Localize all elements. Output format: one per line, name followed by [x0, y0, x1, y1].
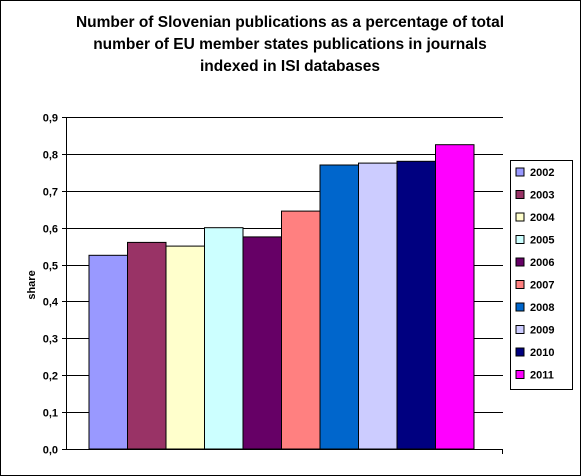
chart-title-line-1: Number of Slovenian publications as a pe… — [75, 14, 505, 31]
legend-label-2011: 2011 — [530, 370, 554, 382]
legend-swatch-2011 — [515, 370, 525, 379]
y-tick-label: 0,5 — [43, 261, 58, 273]
chart-title-line-2: number of EU member states publications … — [93, 36, 487, 53]
y-tick-label: 0,2 — [43, 371, 58, 383]
bar-2008 — [319, 164, 359, 450]
legend-swatch-2009 — [515, 325, 525, 334]
bar-2007 — [281, 210, 321, 450]
legend-swatch-2002 — [515, 167, 525, 177]
y-tick-label: 0,1 — [43, 408, 58, 420]
bar-2004 — [165, 245, 205, 450]
y-tick-label: 0,3 — [43, 334, 58, 346]
bar-2006 — [242, 236, 282, 450]
y-tick-labels: 0,0 0,1 0,2 0,3 0,4 0,5 0,6 0,7 0,8 0,9 — [43, 113, 59, 457]
legend-label-2002: 2002 — [530, 167, 554, 179]
legend-swatch-2003 — [515, 190, 525, 199]
bar-2005 — [204, 227, 244, 450]
legend-label-2008: 2008 — [530, 302, 554, 314]
y-tick-label: 0,0 — [43, 445, 58, 457]
legend-swatch-2004 — [515, 212, 525, 222]
legend-label-2004: 2004 — [530, 212, 555, 224]
y-tick-label: 0,8 — [43, 150, 58, 162]
chart-title-line-3: indexed in ISI databases — [199, 58, 381, 75]
y-tick-label: 0,6 — [43, 224, 58, 236]
legend-label-2007: 2007 — [530, 280, 554, 292]
legend-swatch-2007 — [515, 280, 525, 289]
legend-swatch-2010 — [515, 347, 525, 357]
y-tick-label: 0,9 — [43, 113, 58, 125]
legend-label-2010: 2010 — [530, 347, 554, 359]
bar-2009 — [358, 162, 398, 450]
legend-swatch-2008 — [515, 302, 525, 312]
legend-label-2009: 2009 — [530, 325, 554, 337]
y-axis-label: share — [26, 270, 38, 299]
legend-label-2006: 2006 — [530, 257, 554, 269]
bar-2003 — [127, 241, 167, 450]
bar-2002 — [88, 254, 128, 450]
legend: 2002 2003 2004 2005 2006 2007 2008 2009 2010 2011 — [510, 160, 573, 390]
chart-title: Number of Slovenian publications as a pe… — [40, 12, 540, 78]
bar-2010 — [396, 160, 436, 450]
legend-label-2005: 2005 — [530, 235, 554, 247]
legend-label-2003: 2003 — [530, 190, 554, 202]
y-tick-label: 0,7 — [43, 187, 58, 199]
legend-swatch-2005 — [515, 235, 525, 244]
y-tick-label: 0,4 — [43, 297, 59, 309]
axes — [62, 117, 503, 454]
legend-swatch-2006 — [515, 257, 525, 267]
bar-2011 — [435, 144, 475, 450]
bars — [88, 144, 475, 450]
